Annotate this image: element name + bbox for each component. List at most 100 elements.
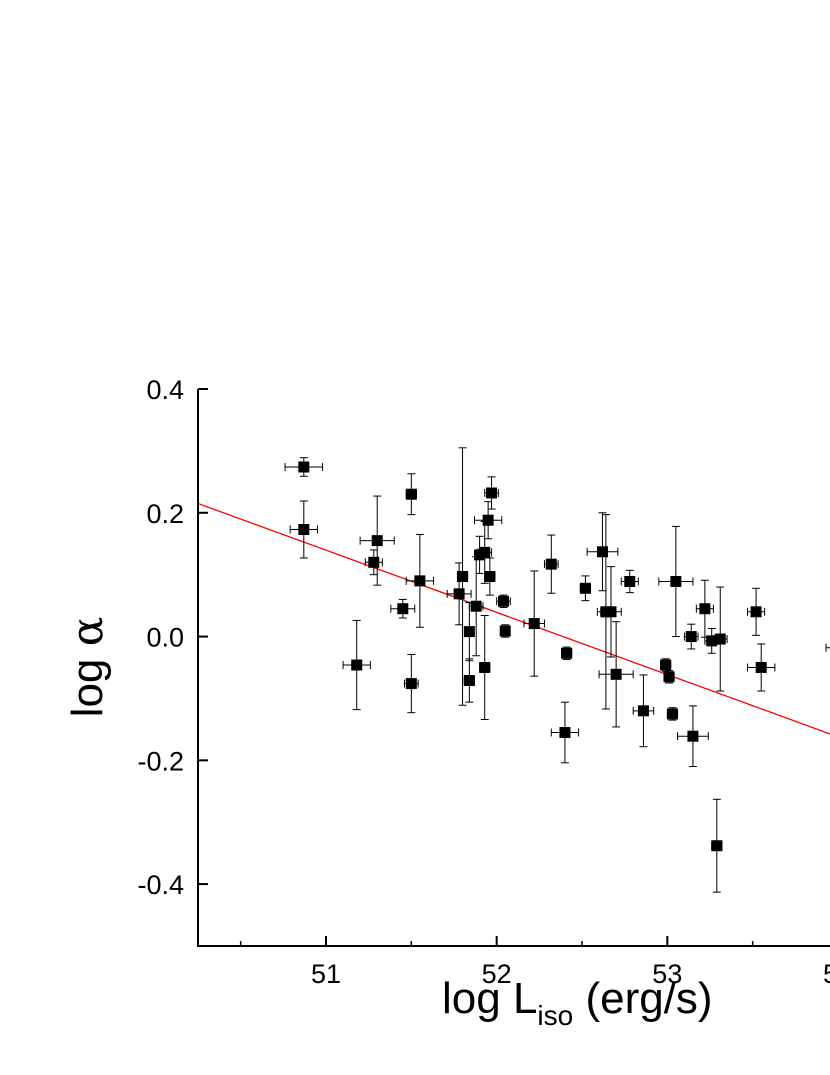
square-marker <box>624 575 636 587</box>
square-marker <box>685 631 697 643</box>
data-point <box>658 525 694 638</box>
square-marker <box>351 659 363 671</box>
data-point <box>364 549 383 576</box>
data-point <box>496 594 511 608</box>
fit-line-layer <box>198 502 830 735</box>
data-point <box>523 570 545 677</box>
square-marker <box>457 571 469 583</box>
data-points-layer <box>284 447 830 893</box>
fit-line <box>198 502 830 735</box>
data-point <box>473 501 503 540</box>
x-axis-title-subscript: iso <box>537 1000 573 1031</box>
square-marker <box>470 600 482 612</box>
data-point <box>561 646 573 660</box>
square-marker <box>711 840 723 852</box>
square-marker <box>484 571 496 583</box>
square-marker <box>610 668 622 680</box>
data-point <box>284 457 324 477</box>
y-axis-title-main: log <box>63 646 112 717</box>
data-point <box>712 586 728 692</box>
data-point <box>632 674 655 748</box>
y-tick-label: -0.4 <box>137 870 184 900</box>
axes <box>197 388 830 947</box>
data-point <box>390 598 416 619</box>
square-marker <box>596 546 608 558</box>
data-point <box>463 658 475 703</box>
square-marker <box>579 582 591 594</box>
square-marker <box>687 730 699 742</box>
square-marker <box>755 662 767 673</box>
data-point <box>586 512 619 592</box>
data-point <box>711 798 723 893</box>
square-marker <box>670 575 682 587</box>
square-marker <box>463 626 475 638</box>
data-point <box>620 569 639 594</box>
data-point <box>405 473 417 516</box>
data-point <box>600 566 622 658</box>
square-marker <box>463 674 475 686</box>
data-point <box>405 533 435 628</box>
data-point <box>468 556 484 657</box>
data-point <box>289 500 318 559</box>
square-marker <box>663 671 675 683</box>
data-point <box>404 654 419 714</box>
data-point <box>747 587 766 636</box>
data-point <box>683 623 699 650</box>
square-marker <box>750 606 762 618</box>
data-point <box>660 658 672 672</box>
square-marker <box>479 662 491 673</box>
data-point <box>456 447 469 706</box>
data-point <box>499 624 511 638</box>
square-marker <box>482 514 494 526</box>
data-point <box>550 701 580 764</box>
data-point <box>747 643 776 692</box>
square-marker <box>405 678 417 690</box>
square-marker <box>453 588 465 600</box>
data-point <box>484 557 496 596</box>
data-point <box>666 707 679 721</box>
y-axis-title: log α <box>62 617 113 718</box>
square-marker <box>660 659 672 671</box>
square-marker <box>706 635 718 647</box>
square-marker <box>699 603 711 615</box>
y-tick-label: 0.4 <box>146 375 184 405</box>
square-marker <box>405 488 417 500</box>
x-tick-label: 54 <box>823 959 830 989</box>
square-marker <box>605 606 617 618</box>
x-axis-title: log Liso (erg/s) <box>442 974 713 1031</box>
square-marker <box>479 546 491 558</box>
square-marker <box>666 708 678 720</box>
square-marker <box>368 556 380 568</box>
y-tick-label: 0.0 <box>146 623 184 653</box>
data-point <box>579 575 592 602</box>
y-tick-label: 0.2 <box>146 499 184 529</box>
data-point <box>342 619 371 711</box>
square-marker <box>559 726 571 738</box>
data-point <box>484 476 499 510</box>
square-marker <box>298 461 310 473</box>
y-axis-title-symbol: α <box>62 617 113 647</box>
x-tick-label: 53 <box>652 959 682 989</box>
square-marker <box>371 535 383 547</box>
square-marker <box>414 575 426 587</box>
tick-labels: -0.4 -0.2 0.0 0.2 0.4 51 52 53 54 <box>137 375 830 989</box>
square-marker <box>486 487 498 499</box>
square-marker <box>561 647 573 659</box>
square-marker <box>499 625 511 637</box>
x-tick-label: 51 <box>311 959 341 989</box>
data-point <box>359 495 395 586</box>
square-marker <box>714 633 726 645</box>
data-point <box>677 705 709 768</box>
square-marker <box>497 595 509 607</box>
data-point <box>598 621 634 728</box>
data-point <box>825 643 830 652</box>
x-axis-title-suffix: (erg/s) <box>573 974 712 1023</box>
x-tick-label: 52 <box>482 959 512 989</box>
data-point <box>543 534 559 594</box>
square-marker <box>528 618 540 630</box>
data-point <box>663 670 675 684</box>
y-tick-label: -0.2 <box>137 746 184 776</box>
square-marker <box>637 705 649 717</box>
x-axis-title-main: log L <box>442 974 537 1023</box>
